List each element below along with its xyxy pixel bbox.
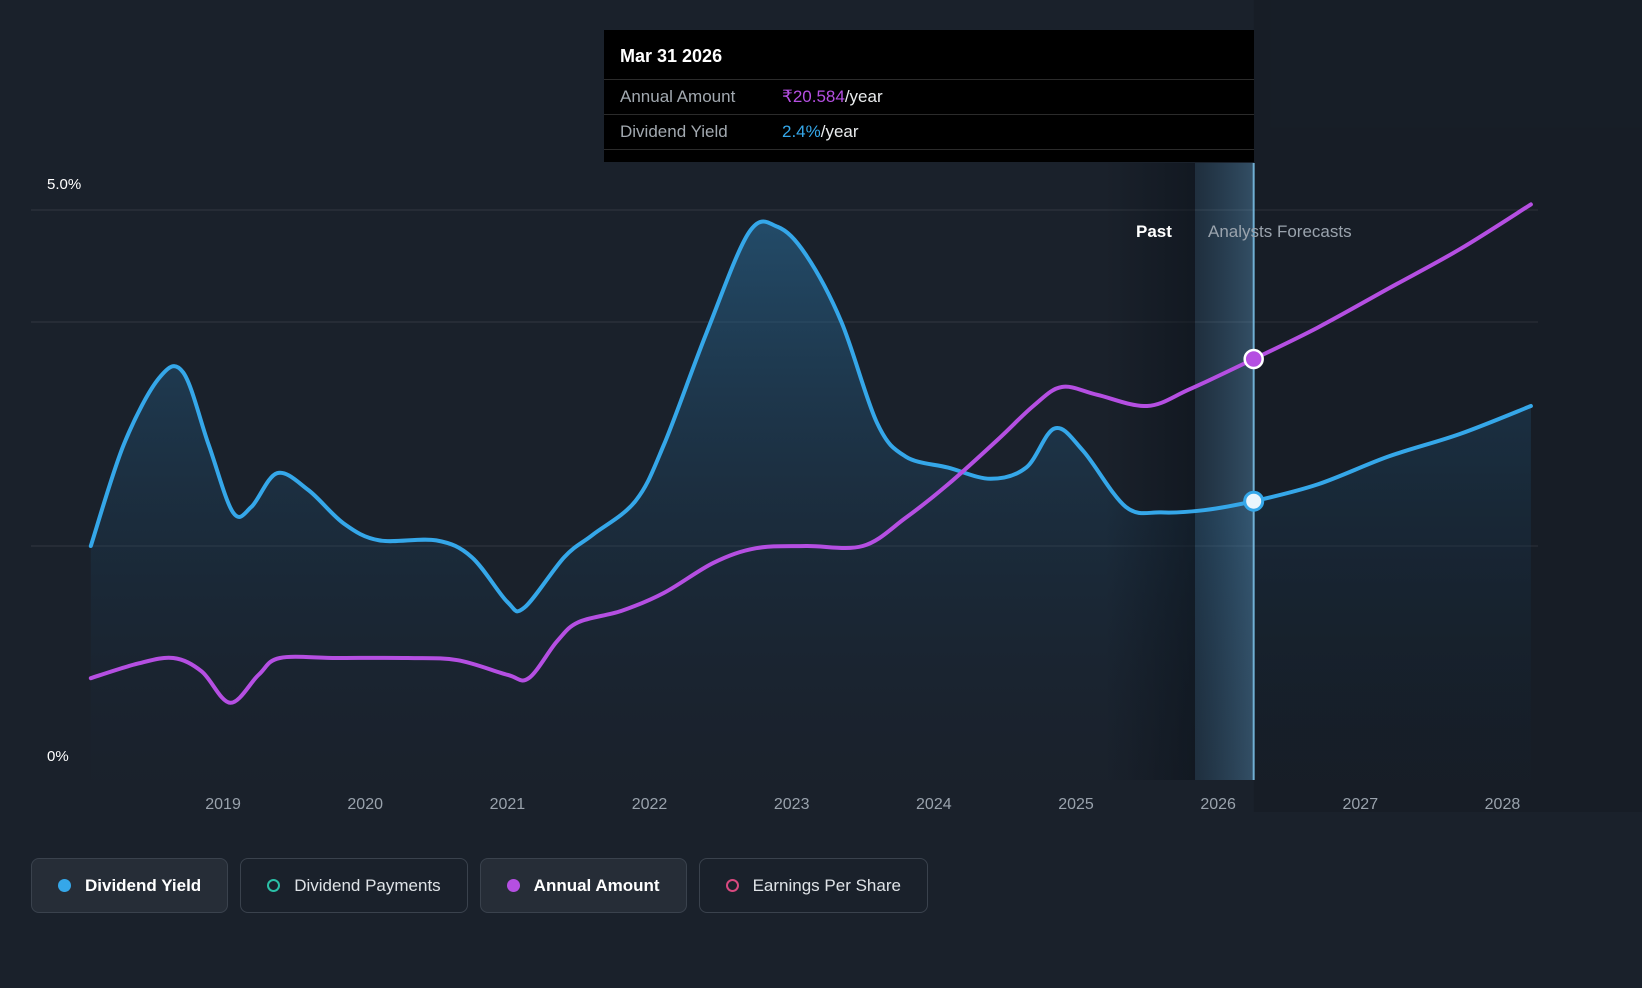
tooltip-dividend-yield-number: 2.4% [782, 122, 821, 141]
hover-markers [1243, 163, 1265, 780]
series-lines [88, 202, 1533, 705]
marker-dividend-yield [1243, 490, 1265, 512]
x-tick-2023: 2023 [773, 796, 810, 813]
legend-item-earnings-per-share[interactable]: Earnings Per Share [698, 858, 928, 913]
line-dividend-yield [88, 219, 1533, 614]
tooltip-annual-amount-label: Annual Amount [620, 87, 736, 106]
tooltip-annual-amount-suffix: /year [844, 87, 883, 106]
tooltip-dividend-yield-label: Dividend Yield [620, 122, 728, 141]
legend-item-annual-amount[interactable]: Annual Amount [479, 858, 687, 913]
tooltip-row-dividend-yield: Dividend Yield 2.4%/year [604, 115, 1254, 150]
y-axis-bottom-label: 0% [47, 748, 69, 765]
analysts-forecasts-label: Analysts Forecasts [1208, 222, 1352, 241]
marker-annual-amount [1243, 348, 1264, 370]
x-tick-2021: 2021 [489, 796, 526, 813]
x-tick-2022: 2022 [631, 796, 668, 813]
legend-label: Annual Amount [533, 875, 660, 895]
line-annual-amount [88, 202, 1533, 705]
dividend-history-chart[interactable] [0, 0, 1642, 830]
chart-tooltip: Mar 31 2026 Annual Amount ₹20.584/year D… [604, 30, 1254, 162]
x-tick-2027: 2027 [1342, 796, 1379, 813]
past-label: Past [1136, 222, 1172, 241]
past-glow [1195, 163, 1254, 780]
dividend-payments-marker-icon [267, 879, 281, 892]
tooltip-annual-amount-number: ₹20.584 [782, 87, 845, 106]
x-tick-2024: 2024 [916, 796, 952, 813]
x-tick-2025: 2025 [1058, 796, 1094, 813]
legend-label: Dividend Yield [85, 875, 202, 895]
x-tick-2026: 2026 [1200, 796, 1236, 813]
chart-legend: Dividend Yield Dividend Payments Annual Am… [31, 858, 928, 913]
legend-label: Earnings Per Share [752, 875, 901, 895]
x-tick-2019: 2019 [205, 796, 241, 813]
past-shade [1104, 163, 1195, 780]
dividend-yield-marker-icon [58, 879, 71, 892]
legend-label: Dividend Payments [294, 875, 441, 895]
tooltip-dividend-yield-suffix: /year [820, 122, 859, 141]
tooltip-dividend-yield-value: 2.4%/year [782, 122, 859, 142]
past-forecast-bands [1104, 0, 1642, 812]
tooltip-date: Mar 31 2026 [604, 44, 1254, 80]
x-tick-2028: 2028 [1484, 796, 1521, 813]
annual-amount-marker-icon [506, 879, 520, 892]
tooltip-row-annual-amount: Annual Amount ₹20.584/year [604, 80, 1254, 115]
legend-item-dividend-payments[interactable]: Dividend Payments [240, 858, 468, 913]
legend-item-dividend-yield[interactable]: Dividend Yield [31, 858, 229, 913]
x-tick-2020: 2020 [347, 796, 383, 813]
forecast-dim [1253, 0, 1642, 812]
y-axis-top-label: 5.0% [47, 176, 82, 193]
tooltip-annual-amount-value: ₹20.584/year [782, 87, 883, 107]
earnings-per-share-marker-icon [725, 879, 739, 892]
